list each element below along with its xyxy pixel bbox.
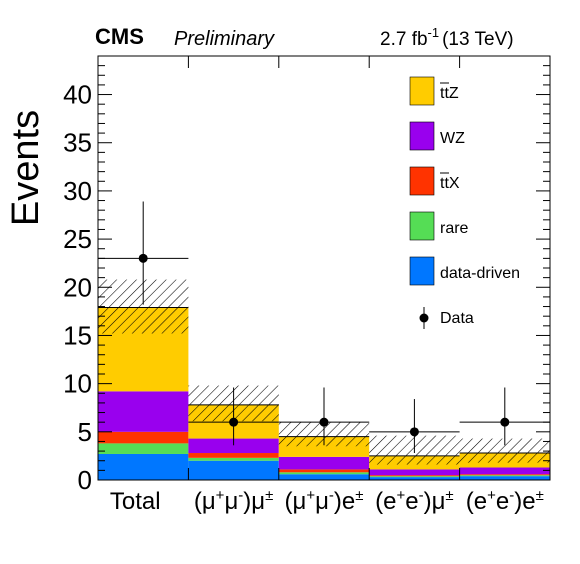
legend-label-rare: rare bbox=[440, 220, 469, 237]
bar-ttX-3 bbox=[369, 475, 460, 477]
legend-swatch-ttZ bbox=[409, 76, 435, 106]
x-tick-label: (e+e-)μ± bbox=[375, 487, 454, 515]
y-tick-labels: 0 5 10 15 20 25 30 35 40 bbox=[63, 65, 550, 495]
bar-rare-3 bbox=[369, 476, 460, 478]
legend: ttZ WZ ttX rare data-driven Data bbox=[409, 76, 520, 329]
y-tick-label: 20 bbox=[63, 272, 92, 302]
data-point-3 bbox=[409, 427, 419, 437]
legend-data-marker bbox=[419, 313, 429, 323]
legend-label-ttZ: ttZ bbox=[440, 85, 459, 102]
bar-rare-0 bbox=[98, 443, 189, 454]
y-axis-title: Events bbox=[5, 110, 47, 226]
y-tick-label: 10 bbox=[63, 369, 92, 399]
y-tick-label: 25 bbox=[63, 224, 92, 254]
y-tick-label: 35 bbox=[63, 128, 92, 158]
legend-label-data-driven: data-driven bbox=[440, 265, 520, 282]
data-point-2 bbox=[319, 417, 329, 427]
bar-WZ-1 bbox=[188, 438, 279, 454]
bar-WZ-4 bbox=[459, 467, 550, 475]
x-tick-labels: Total (μ+μ-)μ± (μ+μ-)e± (e+e-)μ± (e+e-)e± bbox=[110, 487, 544, 515]
luminosity-label: 2.7 fb-1 (13 TeV) bbox=[380, 25, 514, 50]
bar-rare-4 bbox=[459, 475, 550, 477]
y-tick-label: 5 bbox=[78, 417, 92, 447]
y-tick-label: 40 bbox=[63, 80, 92, 110]
bar-ttX-0 bbox=[98, 431, 189, 444]
bar-ttX-2 bbox=[278, 469, 370, 473]
y-tick-label: 15 bbox=[63, 320, 92, 350]
x-tick-label: (μ+μ-)μ± bbox=[194, 487, 273, 515]
bar-WZ-3 bbox=[369, 469, 460, 476]
bar-WZ-2 bbox=[278, 456, 370, 470]
bar-rare-1 bbox=[188, 457, 279, 461]
y-tick-label: 0 bbox=[78, 465, 92, 495]
bar-rare-2 bbox=[278, 472, 370, 475]
experiment-label: CMS bbox=[95, 24, 144, 49]
data-point-4 bbox=[500, 417, 510, 427]
status-label: Preliminary bbox=[174, 28, 275, 50]
bar-data-driven-1 bbox=[188, 460, 279, 480]
y-tick-label: 30 bbox=[63, 176, 92, 206]
legend-swatch-ttX bbox=[409, 166, 435, 196]
data-point-1 bbox=[229, 417, 239, 427]
bar-data-driven-0 bbox=[98, 453, 189, 480]
legend-swatch-rare bbox=[409, 211, 435, 241]
legend-label-ttX: ttX bbox=[440, 175, 460, 192]
legend-swatch-data-driven bbox=[409, 256, 435, 286]
x-tick-label: (μ+μ-)e± bbox=[285, 487, 364, 515]
data-point-0 bbox=[138, 253, 148, 263]
bar-data-driven-3 bbox=[369, 477, 460, 480]
legend-swatch-WZ bbox=[409, 121, 435, 151]
bar-data-driven-4 bbox=[459, 476, 550, 480]
bar-data-driven-2 bbox=[278, 474, 370, 480]
bar-ttX-4 bbox=[459, 474, 550, 476]
bar-WZ-0 bbox=[98, 391, 189, 432]
x-tick-label: (e+e-)e± bbox=[466, 487, 544, 515]
bar-ttX-1 bbox=[188, 453, 279, 458]
legend-label-data: Data bbox=[440, 310, 474, 327]
legend-label-WZ: WZ bbox=[440, 130, 465, 147]
x-tick-label: Total bbox=[110, 488, 161, 515]
